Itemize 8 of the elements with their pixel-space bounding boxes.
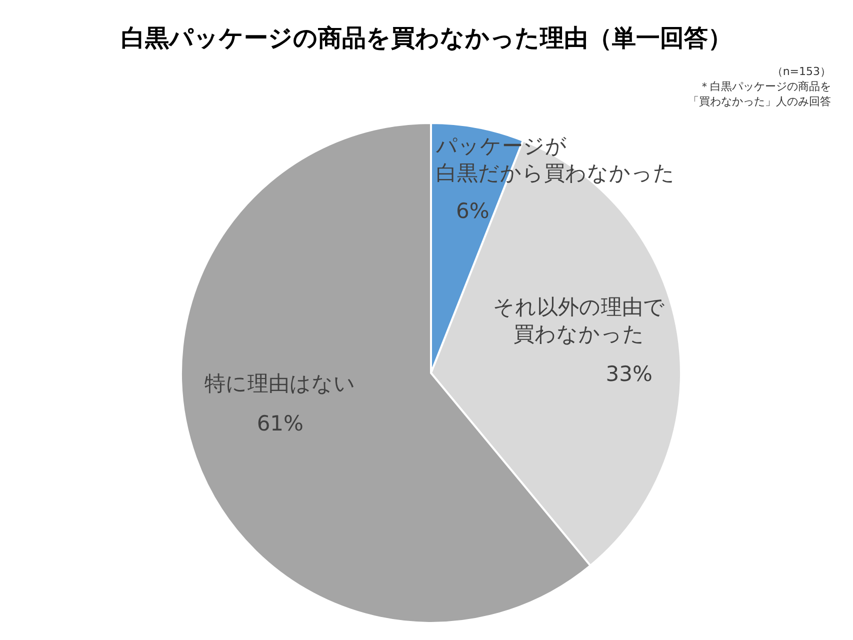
data-label: 33% (606, 362, 652, 386)
text: （n=153） (770, 64, 831, 79)
text: ＊白黒パッケージの商品を「買わなかった」人のみ回答 (688, 79, 831, 109)
slice-label: それ以外の理由で買わなかった (493, 294, 666, 346)
chart-title: 白黒パッケージの商品を買わなかった理由（単一回答） (120, 23, 733, 54)
data-label: 6% (456, 199, 490, 223)
data-label: 61% (256, 412, 304, 436)
slice-label: 特に理由はない (204, 372, 356, 396)
